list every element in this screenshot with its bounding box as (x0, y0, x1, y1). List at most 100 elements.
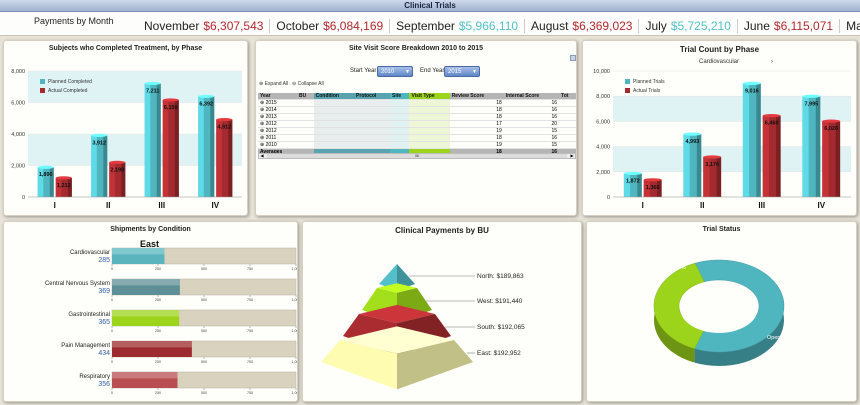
column-header[interactable]: Condition (313, 93, 355, 100)
x-tick-label: 0 (111, 391, 113, 395)
table-cell: 16 (503, 106, 560, 114)
expand-all-label: Expand All (264, 81, 289, 87)
legend-swatch (625, 79, 630, 84)
chevron-right-icon: › (771, 59, 773, 65)
bar-top (742, 81, 761, 85)
x-tick-label: 500 (201, 391, 207, 395)
condition-dropdown-value: Cardiovascular (698, 59, 740, 65)
bar-highlight (623, 173, 631, 197)
bar (112, 248, 165, 264)
ticker-item: September $5,966,110 (389, 19, 524, 33)
scrollbar-thumb[interactable]: III (267, 154, 567, 158)
column-header[interactable]: Internal Score (503, 93, 560, 100)
table-row[interactable]: ⊕ 2010 19 15 (258, 141, 576, 149)
ticker-month: June (743, 19, 770, 33)
category-label: Cardiovascular (70, 250, 110, 256)
bar-shadow (637, 173, 642, 197)
column-header[interactable]: Protocol (354, 93, 390, 100)
bar-top (198, 94, 215, 98)
column-header[interactable]: BU (296, 93, 314, 100)
payments-ticker: Payments by Month November $6,307,543 Octo… (0, 12, 860, 36)
table-cell (354, 141, 390, 149)
column-header[interactable]: Visit Type (409, 93, 450, 100)
ticker-value: $5,725,210 (670, 19, 731, 33)
column-header[interactable]: Tot (559, 93, 576, 100)
x-tick-label: 750 (247, 391, 253, 395)
table-cell (389, 134, 410, 142)
bar-shadow (228, 119, 233, 197)
x-tick-label: II (106, 201, 110, 210)
table-cell: 18 (449, 113, 504, 121)
table-cell (409, 106, 450, 114)
table-cell: 17 (449, 120, 504, 128)
table-header-row: Year BU Condition Protocol Site Visit Type Rev… (258, 93, 576, 100)
table-cell (409, 120, 450, 128)
bar-value-label: 2,198 (110, 167, 124, 173)
table-cell (559, 134, 576, 142)
table-cell (296, 141, 314, 149)
table-row[interactable]: ⊕ 2011 18 16 (258, 134, 576, 142)
end-year-label: End Year (420, 68, 445, 74)
table-cell (313, 134, 355, 142)
bar-value-label: 6,460 (765, 121, 779, 127)
condition-dropdown[interactable]: Cardiovascular › (659, 57, 779, 67)
shipments-chart: 02505007501,000Cardiovascular28502505007… (45, 247, 297, 395)
x-tick-label: 500 (201, 360, 207, 364)
table-row[interactable]: ⊕ 2013 18 16 (258, 113, 576, 121)
bar-shadow (174, 99, 179, 197)
bar (112, 372, 178, 388)
y-tick-label: 8,000 (596, 94, 610, 100)
table-cell (354, 106, 390, 114)
ticker-month: October (276, 19, 320, 33)
window-title: Clinical Trials (0, 0, 860, 12)
bar-shadow (815, 96, 821, 197)
bar-highlight (643, 179, 650, 197)
ticker-item: October $6,084,169 (269, 19, 389, 33)
scroll-right-icon[interactable]: ▶ (570, 153, 574, 158)
legend: Planned Completed Actual Completed (40, 79, 92, 94)
x-tick-label: 0 (111, 267, 113, 271)
horizontal-scrollbar[interactable]: ◀ III ▶ (258, 153, 576, 159)
scroll-left-icon[interactable]: ◀ (260, 153, 264, 158)
pyramid-right-face (397, 264, 415, 291)
table-row[interactable]: ⊕ 2012 17 20 (258, 120, 576, 128)
bar-value-label: 6,026 (824, 126, 838, 132)
bar-highlight (198, 96, 204, 197)
bar-top (683, 132, 702, 136)
x-tick-label: III (158, 201, 165, 210)
legend-swatch (40, 79, 45, 84)
segment-label: South: $192,065 (477, 324, 525, 331)
bar-highlight (55, 177, 62, 197)
table-cell: 20 (503, 120, 560, 128)
table-row[interactable]: ⊕ 2012 19 15 (258, 127, 576, 135)
table-row[interactable]: ⊕ 2015 18 16 (258, 99, 576, 107)
bar-value-label: 9,016 (745, 88, 759, 94)
table-cell (354, 99, 390, 107)
table-cell (409, 134, 450, 142)
start-year-select[interactable]: 2010 ▼ (377, 66, 413, 77)
table-row[interactable]: ⊕ 2014 18 16 (258, 106, 576, 114)
table-cell: ⊕ 2010 (258, 141, 297, 149)
donut-hole (680, 283, 758, 333)
bar-highlight (822, 121, 829, 197)
bar-highlight (742, 83, 750, 197)
expand-all-button[interactable]: ⊕ Expand All (259, 81, 288, 87)
column-header[interactable]: Review Score (449, 93, 504, 100)
table-cell (559, 106, 576, 114)
column-header[interactable]: Site (389, 93, 410, 100)
scroll-up-icon[interactable] (570, 55, 576, 61)
table-cell (354, 120, 390, 128)
end-year-select[interactable]: 2015 ▼ (444, 66, 480, 77)
bar-shadow (121, 162, 126, 197)
bar-value-label: 1,890 (39, 172, 53, 178)
x-tick-label: III (758, 201, 765, 210)
legend: Planned Trials Actual Trials (625, 79, 665, 94)
x-tick-label: I (54, 201, 56, 210)
collapse-all-button[interactable]: ⊖ Collapse All (292, 81, 324, 87)
donut-wall (654, 297, 695, 363)
column-header[interactable]: Year (258, 93, 297, 100)
table-row[interactable]: Averages 18 16 (258, 148, 576, 156)
table-cell: ⊕ 2014 (258, 106, 297, 114)
table-cell: 15 (503, 141, 560, 149)
bar-shadow (49, 167, 54, 197)
